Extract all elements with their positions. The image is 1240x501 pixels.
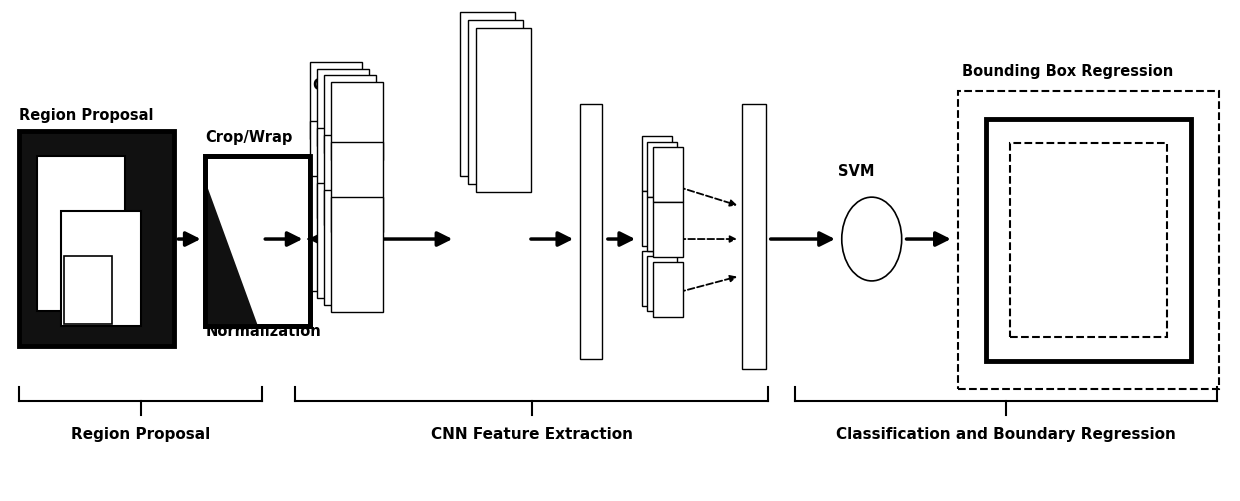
- Bar: [957, 92, 1219, 389]
- Bar: [469, 20, 523, 184]
- Bar: [63, 256, 112, 324]
- Bar: [325, 135, 376, 225]
- Bar: [37, 156, 124, 311]
- Bar: [206, 156, 310, 326]
- Bar: [331, 83, 383, 160]
- Text: Bounding Box Regression: Bounding Box Regression: [961, 65, 1173, 80]
- Bar: [642, 136, 672, 191]
- Bar: [331, 197, 383, 312]
- Bar: [325, 190, 376, 305]
- Bar: [61, 211, 140, 326]
- Bar: [1009, 143, 1167, 337]
- Ellipse shape: [842, 197, 901, 281]
- Bar: [476, 28, 531, 192]
- Bar: [653, 262, 683, 317]
- Bar: [19, 131, 174, 346]
- Text: Normalization: Normalization: [206, 324, 321, 339]
- Text: CNN Feature Extraction: CNN Feature Extraction: [432, 427, 634, 442]
- Text: Region Proposal: Region Proposal: [19, 108, 154, 123]
- Bar: [460, 12, 515, 176]
- Text: Crop/Wrap: Crop/Wrap: [206, 130, 293, 145]
- Bar: [647, 257, 677, 311]
- Bar: [642, 191, 672, 246]
- Bar: [310, 176, 362, 291]
- Bar: [331, 142, 383, 232]
- Bar: [317, 69, 370, 146]
- Text: Classification and Boundary Regression: Classification and Boundary Regression: [836, 427, 1176, 442]
- Bar: [317, 183, 370, 298]
- Bar: [580, 104, 603, 359]
- Bar: [742, 104, 766, 369]
- Bar: [310, 121, 362, 211]
- Text: SVM: SVM: [838, 164, 874, 179]
- Bar: [642, 251, 672, 306]
- Bar: [653, 147, 683, 202]
- Bar: [653, 202, 683, 257]
- Polygon shape: [206, 182, 258, 326]
- Bar: [647, 142, 677, 197]
- Bar: [310, 62, 362, 139]
- Bar: [325, 76, 376, 153]
- Text: CNN: CNN: [312, 79, 348, 94]
- Bar: [647, 197, 677, 252]
- Bar: [317, 128, 370, 218]
- Text: Region Proposal: Region Proposal: [71, 427, 210, 442]
- Bar: [986, 119, 1192, 361]
- Bar: [206, 156, 310, 326]
